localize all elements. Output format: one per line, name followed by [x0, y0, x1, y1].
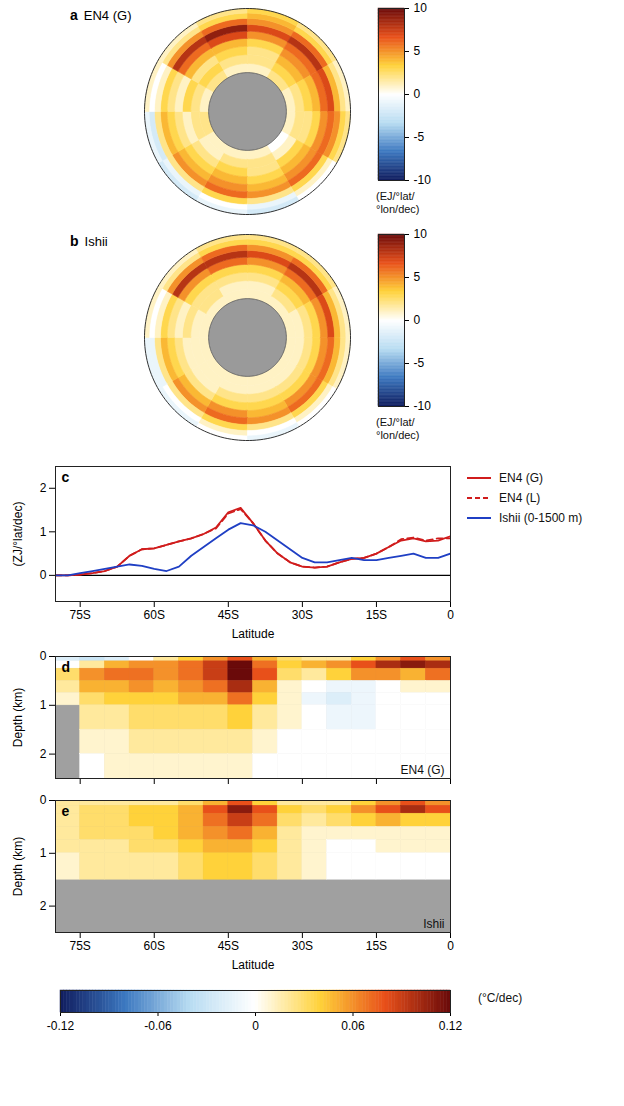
- html-text:(EJ/°lat/: (EJ/°lat/: [376, 416, 415, 428]
- svg-text:2: 2: [40, 481, 47, 495]
- svg-text:0: 0: [447, 608, 454, 622]
- html-text:EN4 (G): EN4 (G): [499, 471, 543, 485]
- svg-text:0.06: 0.06: [341, 1019, 365, 1033]
- svg-text:d: d: [62, 659, 71, 675]
- svg-text:-10: -10: [414, 399, 432, 413]
- svg-text:1: 1: [40, 698, 47, 712]
- html-text:Ishii (0-1500 m): Ishii (0-1500 m): [499, 511, 583, 525]
- svg-text:1: 1: [40, 846, 47, 860]
- html-text:a EN4 (G): a EN4 (G): [70, 7, 132, 23]
- svg-text:0: 0: [40, 794, 47, 807]
- svg-text:10: 10: [414, 227, 428, 241]
- html-text:(EJ/°lat/: (EJ/°lat/: [376, 190, 415, 202]
- svg-text:0.12: 0.12: [439, 1019, 463, 1033]
- svg-text:0: 0: [414, 313, 421, 327]
- svg-text:10: 10: [414, 1, 428, 15]
- svg-text:60S: 60S: [144, 608, 165, 622]
- svg-text:30S: 30S: [292, 608, 313, 622]
- html-text:(°C/dec): (°C/dec): [478, 991, 523, 1005]
- svg-text:c: c: [62, 469, 70, 485]
- svg-text:5: 5: [414, 44, 421, 58]
- svg-text:-5: -5: [414, 130, 425, 144]
- svg-text:15S: 15S: [366, 939, 387, 953]
- html-text:°lon/dec): °lon/dec): [376, 429, 420, 441]
- svg-text:EN4 (G): EN4 (G): [400, 763, 444, 777]
- svg-text:-0.12: -0.12: [47, 1019, 75, 1033]
- svg-text:Depth (km): Depth (km): [11, 837, 25, 896]
- svg-text:30S: 30S: [292, 939, 313, 953]
- svg-text:2: 2: [40, 747, 47, 761]
- html-text:EN4 (L): EN4 (L): [499, 491, 541, 505]
- svg-text:(ZJ/°lat/dec): (ZJ/°lat/dec): [11, 502, 25, 567]
- svg-text:0: 0: [40, 650, 47, 663]
- html-text:b Ishii: b Ishii: [70, 233, 108, 249]
- svg-text:-0.06: -0.06: [144, 1019, 172, 1033]
- svg-text:15S: 15S: [366, 608, 387, 622]
- svg-text:0: 0: [414, 87, 421, 101]
- svg-text:Depth (km): Depth (km): [11, 688, 25, 747]
- svg-text:0: 0: [252, 1019, 259, 1033]
- svg-text:0: 0: [447, 939, 454, 953]
- svg-text:45S: 45S: [218, 608, 239, 622]
- svg-text:75S: 75S: [70, 608, 91, 622]
- svg-text:2: 2: [40, 899, 47, 913]
- svg-text:-5: -5: [414, 356, 425, 370]
- html-text:°lon/dec): °lon/dec): [376, 203, 420, 215]
- svg-text:45S: 45S: [218, 939, 239, 953]
- svg-text:75S: 75S: [70, 939, 91, 953]
- svg-text:e: e: [62, 803, 70, 819]
- svg-text:Ishii: Ishii: [423, 917, 444, 931]
- svg-text:-10: -10: [414, 173, 432, 187]
- svg-text:1: 1: [40, 525, 47, 539]
- svg-text:Latitude: Latitude: [232, 958, 275, 972]
- svg-text:0: 0: [40, 568, 47, 582]
- svg-text:5: 5: [414, 270, 421, 284]
- svg-text:Latitude: Latitude: [232, 627, 275, 641]
- svg-text:60S: 60S: [144, 939, 165, 953]
